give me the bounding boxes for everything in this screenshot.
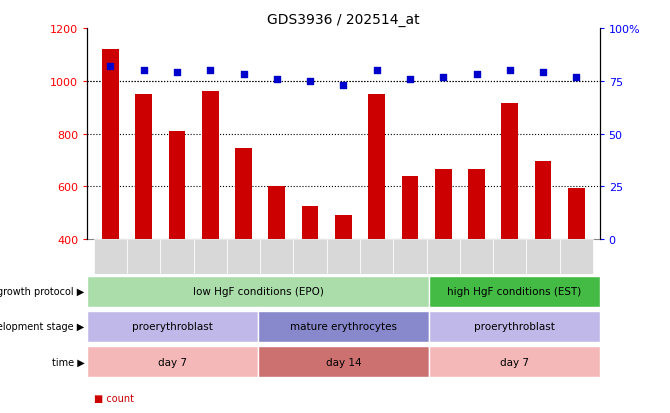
Point <box>271 76 282 83</box>
Bar <box>429 311 600 342</box>
Bar <box>127 240 160 275</box>
Point <box>105 64 116 70</box>
Bar <box>269 187 285 240</box>
Bar <box>293 240 327 275</box>
Point <box>205 68 216 74</box>
Bar <box>427 240 460 275</box>
Bar <box>335 216 352 240</box>
Bar <box>435 170 452 240</box>
Bar <box>87 347 258 377</box>
Bar <box>102 50 119 240</box>
Bar <box>501 104 518 240</box>
Text: proerythroblast: proerythroblast <box>474 322 555 332</box>
Point <box>438 74 449 81</box>
Bar <box>160 240 194 275</box>
Text: ■ count: ■ count <box>94 393 134 403</box>
Text: high HgF conditions (EST): high HgF conditions (EST) <box>447 287 582 297</box>
Text: ■ percentile rank within the sample: ■ percentile rank within the sample <box>94 412 271 413</box>
Point <box>505 68 515 74</box>
Bar <box>94 240 127 275</box>
Bar <box>202 92 218 240</box>
Bar <box>493 240 527 275</box>
Point <box>371 68 382 74</box>
Bar <box>429 276 600 307</box>
Bar <box>194 240 227 275</box>
Text: development stage ▶: development stage ▶ <box>0 322 84 332</box>
Text: low HgF conditions (EPO): low HgF conditions (EPO) <box>192 287 324 297</box>
Text: day 7: day 7 <box>158 357 187 367</box>
Bar <box>302 206 318 240</box>
Point <box>305 78 316 85</box>
Bar <box>568 188 585 240</box>
Bar <box>401 176 418 240</box>
Bar <box>258 311 429 342</box>
Text: growth protocol ▶: growth protocol ▶ <box>0 287 84 297</box>
Bar <box>535 162 551 240</box>
Bar <box>87 311 258 342</box>
Bar <box>429 347 600 377</box>
Bar <box>468 170 485 240</box>
Point <box>538 70 549 76</box>
Bar <box>527 240 559 275</box>
Text: proerythroblast: proerythroblast <box>132 322 213 332</box>
Bar <box>559 240 593 275</box>
Bar <box>235 149 252 240</box>
Bar <box>460 240 493 275</box>
Text: mature erythrocytes: mature erythrocytes <box>290 322 397 332</box>
Text: time ▶: time ▶ <box>52 357 84 367</box>
Point <box>571 74 582 81</box>
Point <box>471 72 482 78</box>
Bar <box>258 347 429 377</box>
Bar <box>135 95 152 240</box>
Title: GDS3936 / 202514_at: GDS3936 / 202514_at <box>267 12 419 26</box>
Bar <box>169 132 186 240</box>
Point <box>338 83 348 89</box>
Bar <box>393 240 427 275</box>
Bar <box>360 240 393 275</box>
Bar <box>87 276 429 307</box>
Point <box>238 72 249 78</box>
Bar <box>260 240 293 275</box>
Bar <box>369 95 385 240</box>
Point <box>172 70 182 76</box>
Text: day 14: day 14 <box>326 357 361 367</box>
Bar <box>227 240 260 275</box>
Point <box>138 68 149 74</box>
Point <box>405 76 415 83</box>
Bar <box>327 240 360 275</box>
Text: day 7: day 7 <box>500 357 529 367</box>
